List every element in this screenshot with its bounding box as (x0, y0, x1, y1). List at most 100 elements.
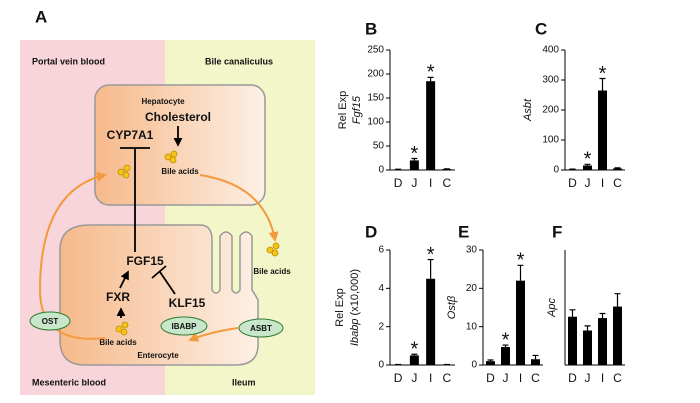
y-axis-label: Rel Exp (337, 91, 349, 130)
x-tick-label: C (613, 371, 622, 385)
significance-marker: * (584, 149, 592, 171)
region-label: Bile canaliculus (205, 56, 273, 66)
y-tick-label: 200 (367, 69, 384, 80)
x-tick-label: J (411, 371, 417, 385)
y-tick-label: 150 (367, 93, 384, 104)
x-tick-label: I (601, 176, 604, 190)
x-tick-label: D (568, 176, 577, 190)
bile-acids-label: Bile acids (161, 167, 199, 176)
y-tick-label: 50 (373, 141, 385, 152)
region-label: Portal vein blood (32, 56, 105, 66)
cell-label: Hepatocyte (141, 97, 185, 106)
bar (613, 168, 622, 170)
region-label: Mesenteric blood (32, 377, 106, 387)
panel-label: B (365, 19, 377, 38)
bar (426, 278, 436, 365)
significance-marker: * (410, 143, 418, 165)
y-tick-label: 2 (378, 321, 384, 332)
y-tick-label: 0 (378, 165, 384, 176)
error-bar (532, 354, 539, 360)
y-tick-label: 30 (466, 245, 478, 256)
y-axis-label-part: Rel Exp (334, 288, 346, 327)
bar (426, 81, 436, 170)
error-bar (502, 344, 509, 347)
significance-marker: * (427, 244, 435, 266)
y-tick-label: 20 (466, 283, 478, 294)
error-bar (427, 76, 434, 82)
y-axis-label-part: Ostβ (446, 295, 458, 319)
bar (598, 90, 607, 170)
bar (393, 169, 403, 171)
y-tick-label: 4 (378, 283, 384, 294)
molecule: CYP7A1 (107, 128, 154, 142)
bile-acids-label: Bile acids (253, 267, 291, 276)
y-tick-label: 400 (542, 45, 559, 56)
regulation-lines (116, 126, 183, 318)
error-bar (411, 157, 418, 161)
y-axis-label: Apc (546, 298, 558, 318)
y-axis-label-part: Asbt (522, 98, 534, 122)
molecule: FXR (106, 290, 130, 304)
bar (568, 316, 577, 365)
bar (409, 355, 419, 365)
y-axis-label-part: Ibabp (349, 319, 361, 347)
error-bar (411, 353, 418, 356)
y-axis-label-part: Fgf15 (351, 95, 363, 124)
x-tick-label: I (429, 176, 432, 190)
cell-label: Enterocyte (137, 351, 179, 360)
error-bar (599, 77, 606, 91)
y-tick-label: 0 (471, 360, 477, 371)
y-axis-label: Rel Exp (334, 288, 346, 327)
x-tick-label: J (585, 371, 591, 385)
y-tick-label: 0 (553, 165, 559, 176)
x-tick-label: D (394, 176, 403, 190)
x-tick-label: C (443, 371, 452, 385)
error-bar (427, 258, 434, 279)
transporter-label: ASBT (250, 324, 272, 333)
bar (501, 346, 510, 365)
bar (516, 280, 525, 365)
enterocyte (59, 224, 259, 366)
transporters (29, 311, 284, 338)
x-tick-label: J (585, 176, 591, 190)
x-tick-label: I (429, 371, 432, 385)
x-tick-label: J (411, 176, 417, 190)
significance-marker: * (599, 63, 607, 85)
x-tick-label: C (531, 371, 540, 385)
significance-marker: * (517, 250, 525, 272)
y-tick-label: 300 (542, 75, 559, 86)
error-bar (584, 163, 591, 166)
x-tick-label: I (601, 371, 604, 385)
x-tick-label: J (503, 371, 509, 385)
x-tick-label: D (394, 371, 403, 385)
bar (598, 318, 607, 365)
y-tick-label: 250 (367, 45, 384, 56)
molecule: KLF15 (169, 296, 206, 310)
y-axis-label-part: (x10,000) (349, 269, 361, 319)
significance-marker: * (502, 329, 510, 351)
y-axis-label: Asbt (522, 98, 534, 122)
panel-label: E (458, 222, 469, 241)
error-bar (584, 325, 591, 331)
error-bar (487, 359, 494, 362)
y-tick-label: 100 (367, 117, 384, 128)
error-bar (614, 167, 621, 169)
transporter-label: IBABP (172, 322, 198, 331)
error-bar (599, 312, 606, 319)
bar (409, 160, 419, 170)
x-tick-label: D (568, 371, 577, 385)
error-bar (517, 264, 524, 281)
bar (613, 306, 622, 365)
molecule: Cholesterol (145, 110, 211, 124)
y-axis-label: Ostβ (446, 295, 458, 319)
x-tick-label: C (443, 176, 452, 190)
panel-label: D (365, 222, 377, 241)
region-label: Ileum (232, 377, 256, 387)
panel-label: F (552, 222, 562, 241)
x-tick-label: D (486, 371, 495, 385)
panel-label: A (35, 7, 47, 26)
error-bar (614, 293, 621, 307)
y-tick-label: 100 (542, 135, 559, 146)
y-axis-label: Fgf15 (351, 95, 363, 124)
